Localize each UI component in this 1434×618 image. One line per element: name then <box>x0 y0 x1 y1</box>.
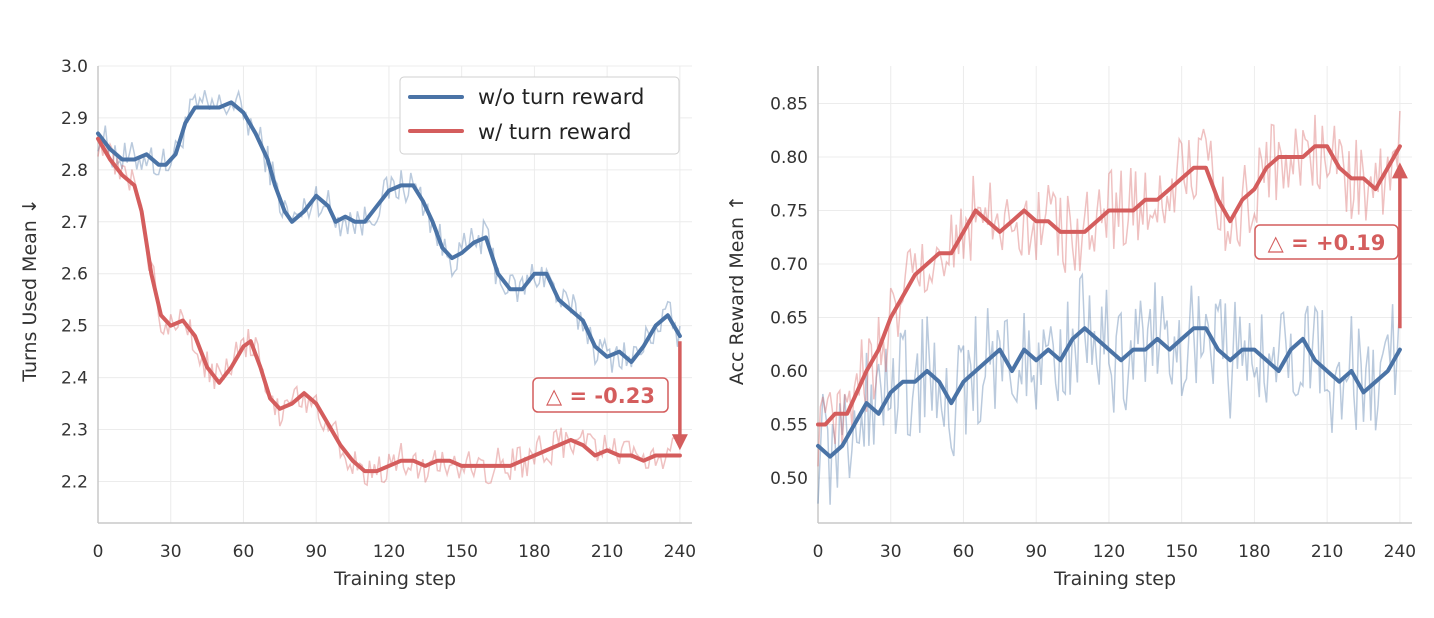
delta-arrow-head <box>1391 162 1408 179</box>
x-tick-label: 120 <box>373 542 405 562</box>
delta-label: △ = -0.23 <box>546 384 655 408</box>
y-tick-label: 3.0 <box>61 57 88 77</box>
smoothed-line-wo <box>96 100 682 364</box>
y-tick-label: 2.7 <box>61 213 88 233</box>
legend: w/o turn reward w/ turn reward <box>399 76 680 155</box>
x-tick-label: 120 <box>1093 542 1125 562</box>
raw-line-w <box>97 140 681 487</box>
x-tick-label: 210 <box>591 542 623 562</box>
x-tick-label: 0 <box>813 542 824 562</box>
x-tick-label: 180 <box>1238 542 1270 562</box>
y-axis-label: Acc Reward Mean ↑ <box>726 195 748 385</box>
y-tick-label: 2.3 <box>61 421 88 441</box>
delta-label: △ = +0.19 <box>1268 231 1386 255</box>
x-axis-label: Training step <box>333 568 456 590</box>
legend-label-w: w/ turn reward <box>478 120 631 144</box>
y-tick-label: 2.6 <box>61 265 88 285</box>
x-tick-label: 150 <box>1165 542 1197 562</box>
y-tick-label: 0.50 <box>770 469 808 489</box>
raw-line-wo <box>97 89 681 373</box>
x-tick-label: 240 <box>1384 542 1416 562</box>
x-tick-label: 60 <box>953 542 975 562</box>
x-tick-label: 60 <box>233 542 255 562</box>
legend-box <box>399 76 680 155</box>
y-axis-label: Turns Used Mean ↓ <box>19 198 41 383</box>
y-tick-label: 2.8 <box>61 161 88 181</box>
x-tick-label: 90 <box>305 542 327 562</box>
y-tick-label: 0.55 <box>770 416 808 436</box>
x-tick-label: 0 <box>93 542 104 562</box>
smoothed-line-w <box>816 144 1402 427</box>
y-tick-label: 0.60 <box>770 362 808 382</box>
x-tick-label: 180 <box>518 542 550 562</box>
x-tick-label: 90 <box>1025 542 1047 562</box>
y-tick-label: 0.75 <box>770 201 808 221</box>
x-tick-label: 240 <box>664 542 696 562</box>
delta-label-box <box>1254 224 1399 260</box>
delta-label-box <box>532 377 669 413</box>
x-tick-label: 150 <box>445 542 477 562</box>
delta-arrow-head <box>671 434 688 451</box>
x-axis-label: Training step <box>1053 568 1176 590</box>
legend-label-wo: w/o turn reward <box>478 85 644 109</box>
x-tick-label: 30 <box>160 542 182 562</box>
x-tick-label: 210 <box>1311 542 1343 562</box>
smoothed-line-w <box>96 136 682 474</box>
y-tick-label: 0.70 <box>770 255 808 275</box>
y-tick-label: 2.5 <box>61 317 88 337</box>
x-tick-label: 30 <box>880 542 902 562</box>
y-tick-label: 0.85 <box>770 94 808 114</box>
raw-line-wo <box>817 272 1401 505</box>
y-tick-label: 2.4 <box>61 369 88 389</box>
y-tick-label: 0.65 <box>770 309 808 329</box>
y-tick-label: 2.9 <box>61 109 88 129</box>
y-tick-label: 0.80 <box>770 148 808 168</box>
y-tick-label: 2.2 <box>61 472 88 492</box>
acc-reward-chart: 0 30 60 90 120 150 180 210 240 0.50 0.55 0.60 0.65 0.… <box>726 66 1416 590</box>
smoothed-line-wo <box>816 326 1402 459</box>
raw-line-w <box>817 110 1401 467</box>
